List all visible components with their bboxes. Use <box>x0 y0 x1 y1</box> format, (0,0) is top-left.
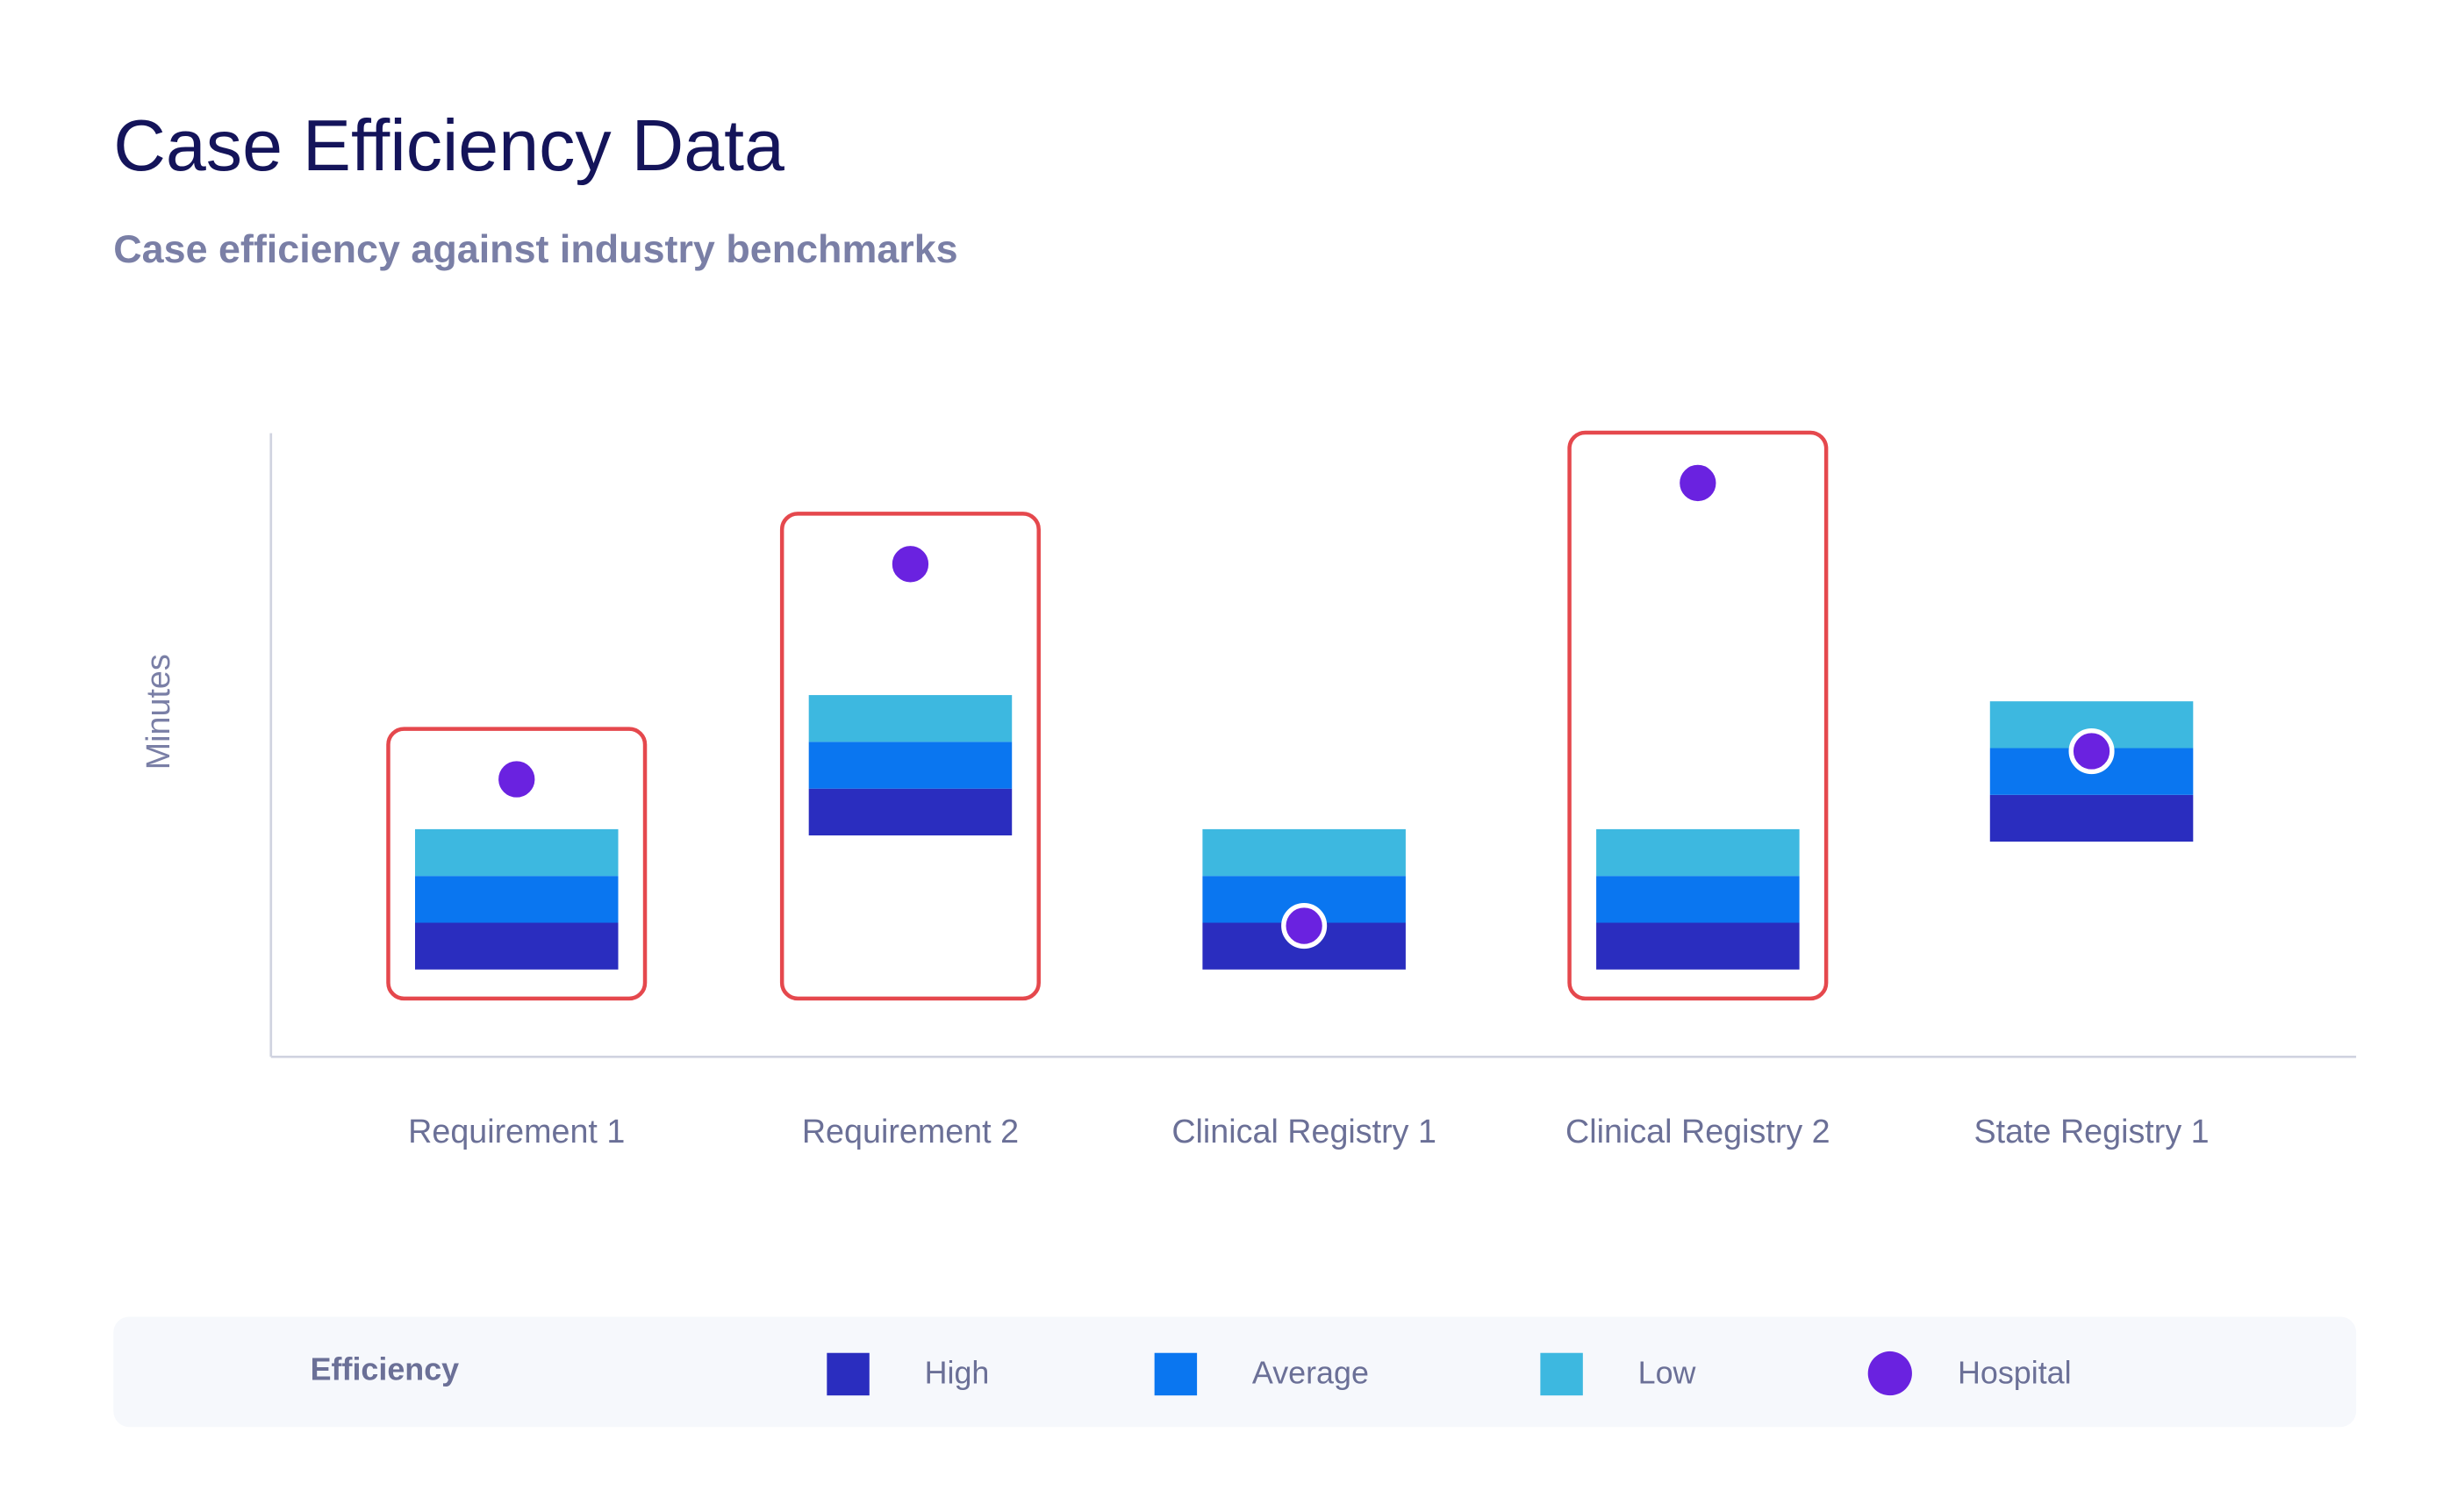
x-tick-label: Clinical Registry 2 <box>1565 1113 1830 1150</box>
legend-swatch <box>1867 1351 1912 1396</box>
bar-segment <box>1202 828 1406 877</box>
bar-segment <box>808 742 1013 789</box>
x-tick-label: Requirement 1 <box>408 1113 625 1150</box>
bar-segment <box>808 695 1013 742</box>
y-axis-label: Minutes <box>140 654 176 770</box>
legend-label: Hospital <box>1958 1355 2072 1390</box>
legend-label: Average <box>1252 1355 1369 1390</box>
legend-swatch <box>1540 1352 1583 1396</box>
chart-title: Case Efficiency Data <box>113 105 784 186</box>
legend-swatch <box>827 1352 870 1396</box>
bar-segment <box>414 876 619 923</box>
hospital-marker <box>887 541 934 587</box>
bar-segment <box>414 828 619 877</box>
highlight-box <box>1567 430 1829 1001</box>
x-tick-label: Clinical Registry 1 <box>1171 1113 1436 1150</box>
x-tick-label: State Registry 1 <box>1973 1113 2209 1150</box>
bar-segment <box>1989 794 2194 842</box>
chart-subtitle: Case efficiency against industry benchma… <box>113 226 957 271</box>
legend-label: Low <box>1638 1355 1696 1390</box>
hospital-marker <box>2068 728 2115 775</box>
hospital-marker <box>1281 903 1328 949</box>
legend-swatch <box>1154 1352 1198 1396</box>
highlight-box <box>779 512 1041 1001</box>
legend-title: Efficiency <box>311 1352 460 1387</box>
x-tick-label: Requirement 2 <box>802 1113 1019 1150</box>
hospital-marker <box>1674 460 1721 506</box>
legend-label: High <box>925 1355 990 1390</box>
bar-segment <box>414 922 619 970</box>
bar-segment <box>1596 828 1800 877</box>
bar-segment <box>1596 876 1800 923</box>
bar-segment <box>808 788 1013 835</box>
highlight-box <box>386 727 648 1001</box>
bar-segment <box>1596 922 1800 970</box>
hospital-marker <box>493 756 540 803</box>
legend <box>113 1316 2357 1428</box>
